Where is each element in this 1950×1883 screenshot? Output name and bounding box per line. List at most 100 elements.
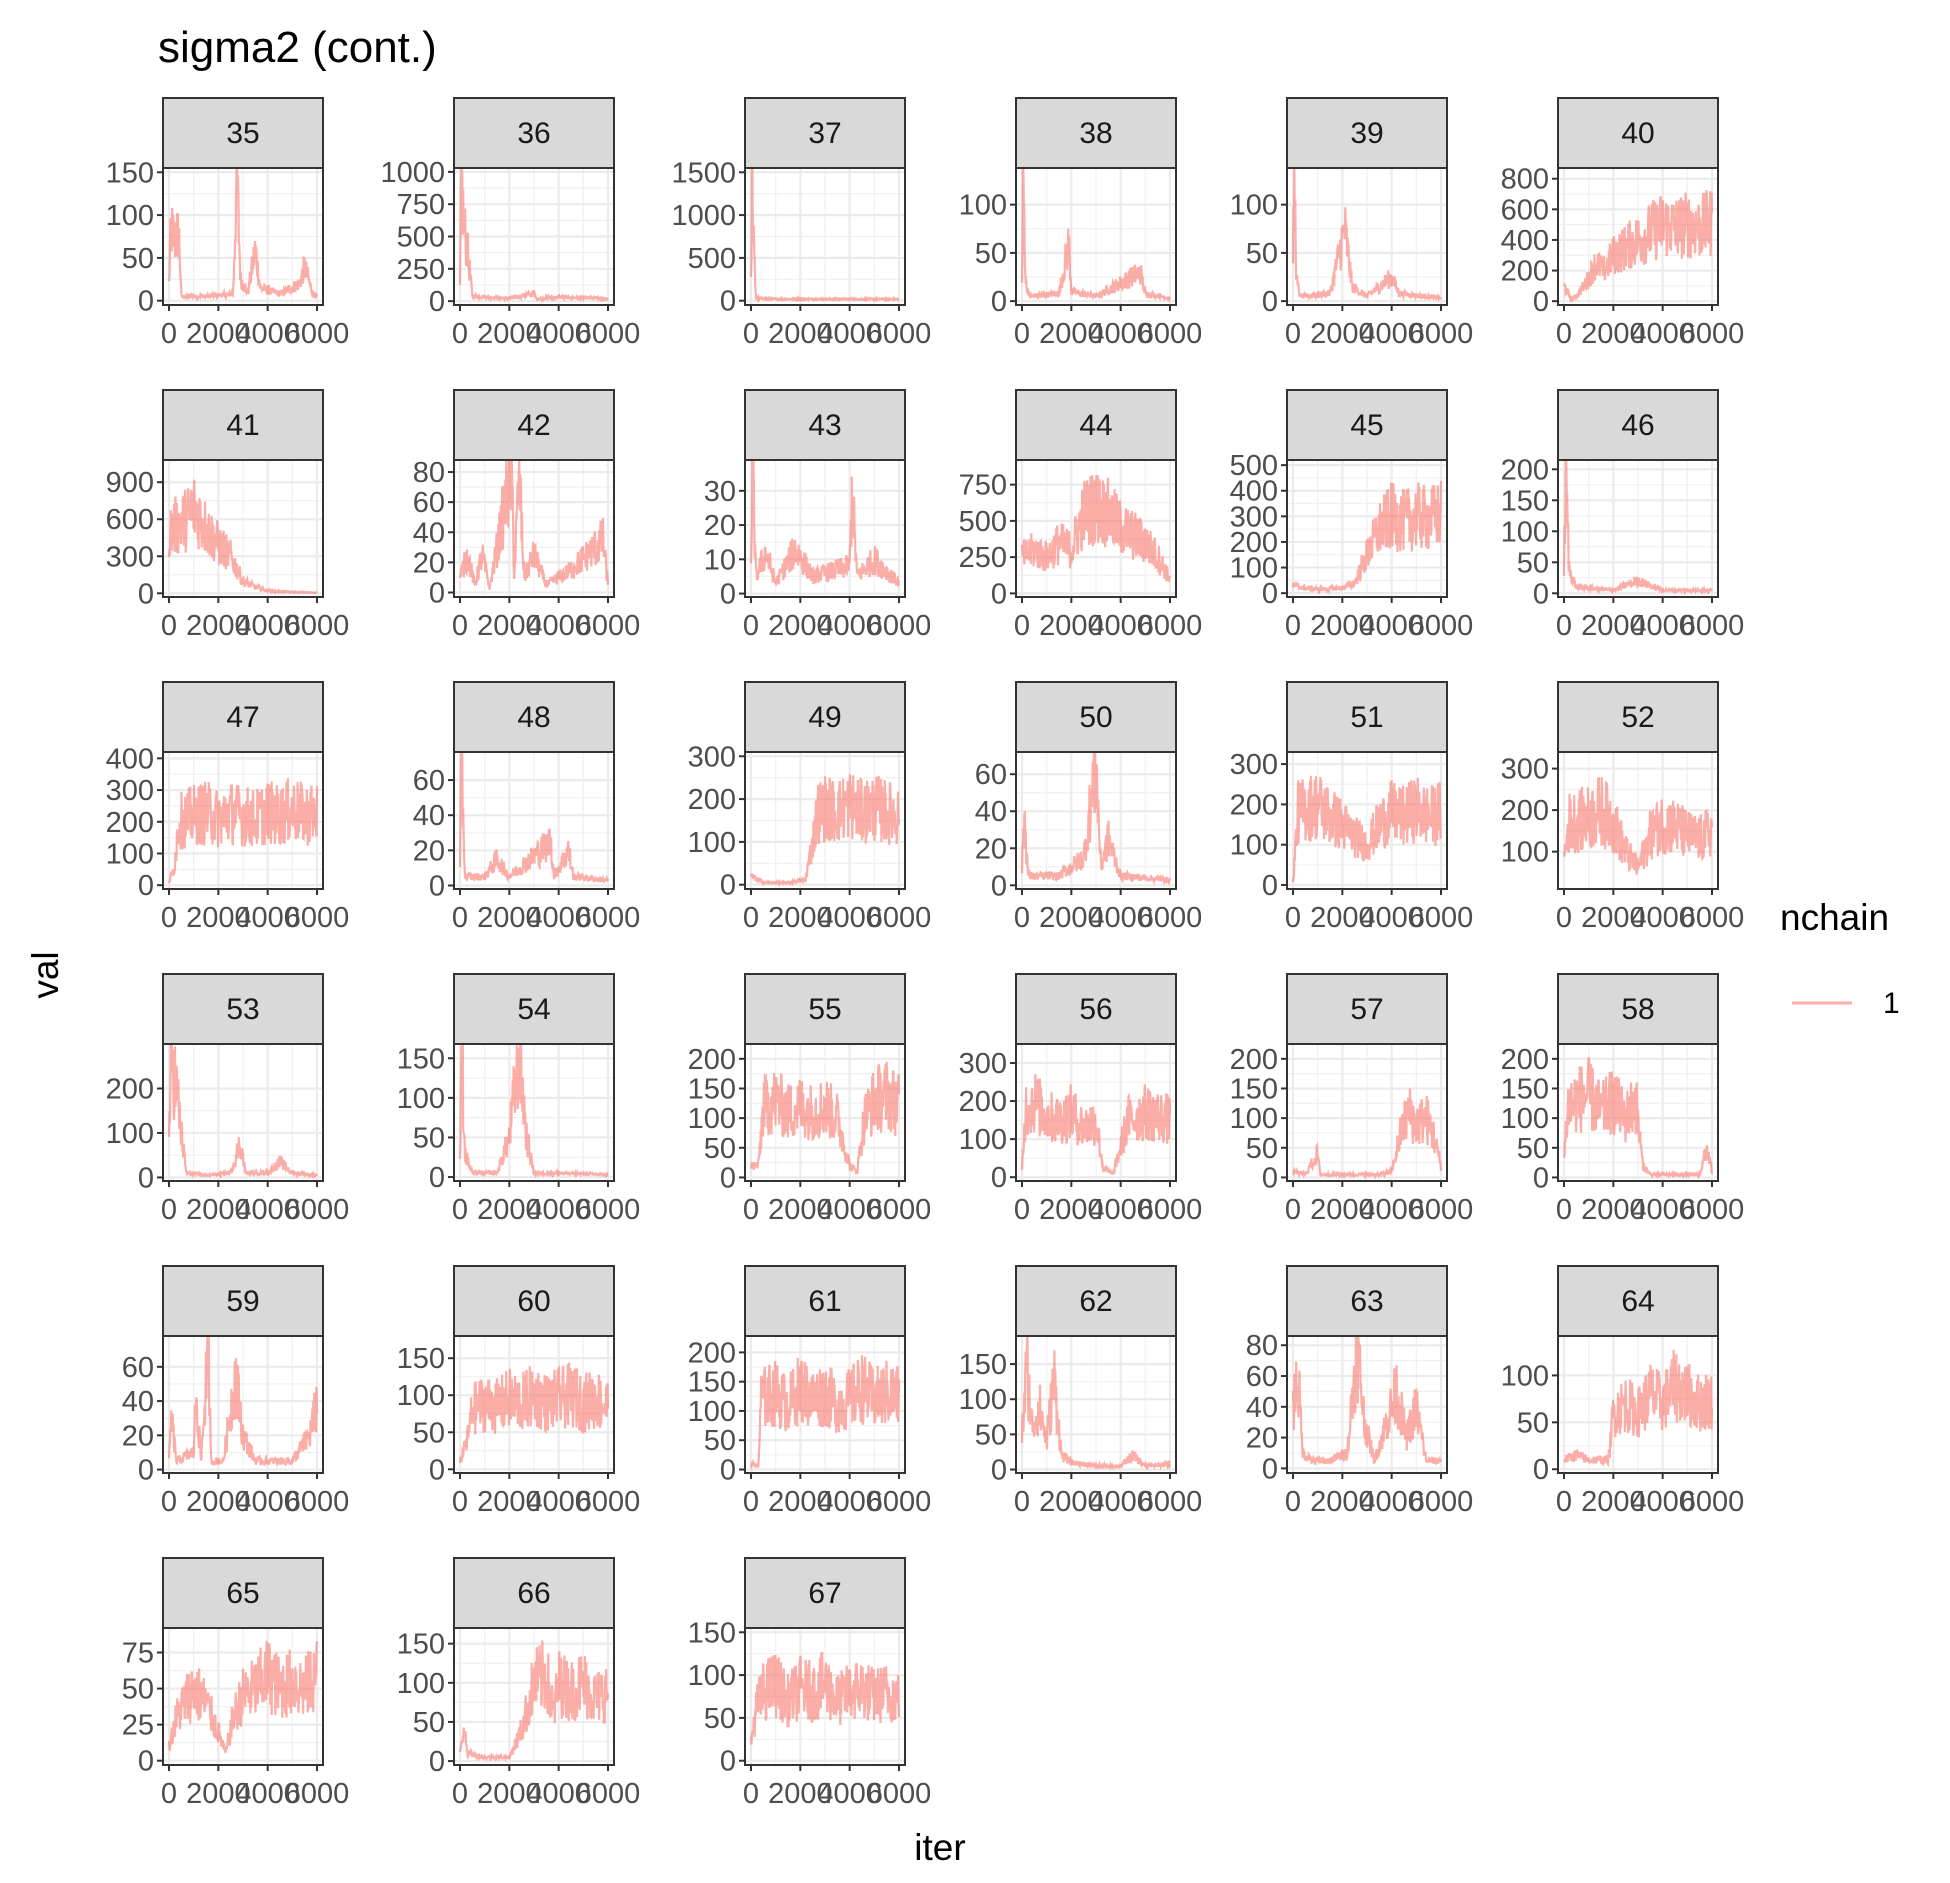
y-tick-label: 50 <box>704 1425 736 1457</box>
strip-background <box>1557 1265 1719 1337</box>
y-tick-label: 600 <box>106 504 154 536</box>
trace-line <box>1020 474 1172 582</box>
panel-border <box>1015 459 1177 598</box>
strip-label: 56 <box>1079 993 1112 1026</box>
panel-border <box>1286 1335 1448 1474</box>
panel-border <box>1557 1335 1719 1474</box>
y-tick-label: 200 <box>688 784 736 816</box>
y-tick-label: 100 <box>688 1396 736 1428</box>
x-tick-label: 0 <box>1014 1486 1030 1518</box>
strip-label: 59 <box>226 1285 259 1318</box>
x-tick-label: 6000 <box>1680 902 1745 934</box>
strip-label: 66 <box>517 1577 550 1610</box>
y-tick-label: 200 <box>1501 795 1549 827</box>
strip-background <box>453 681 615 753</box>
y-tick-label: 200 <box>1501 1044 1549 1076</box>
y-tick-label: 400 <box>1230 476 1278 508</box>
trace-line <box>1292 1088 1443 1180</box>
x-tick-label: 4000 <box>1088 318 1153 350</box>
trace-line <box>749 458 901 587</box>
y-tick-label: 500 <box>959 506 1007 538</box>
x-tick-label: 0 <box>1285 610 1301 642</box>
y-tick-label: 60 <box>413 487 445 519</box>
x-tick-label: 4000 <box>1630 902 1695 934</box>
x-axis-title: iter <box>914 1827 965 1868</box>
trace-line <box>167 479 318 596</box>
panel-border <box>162 459 324 598</box>
x-tick-label: 4000 <box>526 1778 591 1810</box>
panel-border <box>1286 751 1448 890</box>
x-tick-label: 0 <box>452 318 468 350</box>
y-tick-label: 50 <box>704 1133 736 1165</box>
panel-border <box>453 459 615 598</box>
y-tick-label: 150 <box>397 1043 445 1075</box>
x-tick-label: 6000 <box>867 1778 932 1810</box>
x-tick-label: 0 <box>161 1194 177 1226</box>
x-tick-label: 6000 <box>576 1778 641 1810</box>
panel-border <box>453 751 615 890</box>
y-tick-label: 0 <box>720 870 736 902</box>
y-tick-label: 0 <box>720 1746 736 1778</box>
trace-line <box>1291 775 1442 883</box>
y-tick-label: 200 <box>1230 789 1278 821</box>
x-tick-label: 6000 <box>867 1194 932 1226</box>
y-tick-label: 900 <box>106 467 154 499</box>
x-tick-label: 2000 <box>1310 1486 1375 1518</box>
y-tick-label: 0 <box>991 578 1007 610</box>
y-tick-label: 20 <box>413 547 445 579</box>
x-tick-label: 4000 <box>1359 902 1424 934</box>
trace-line <box>749 1355 901 1471</box>
strip-background <box>744 97 906 169</box>
x-tick-label: 0 <box>161 318 177 350</box>
y-tick-label: 20 <box>413 835 445 867</box>
x-tick-label: 0 <box>1556 318 1572 350</box>
strip-label: 64 <box>1621 1285 1654 1318</box>
y-tick-label: 0 <box>1262 1453 1278 1485</box>
x-tick-label: 2000 <box>186 1194 251 1226</box>
y-tick-label: 0 <box>1262 286 1278 318</box>
y-tick-label: 600 <box>1501 194 1549 226</box>
y-tick-label: 150 <box>1501 485 1549 517</box>
x-tick-label: 6000 <box>576 1194 641 1226</box>
x-tick-label: 2000 <box>1039 1194 1104 1226</box>
x-tick-label: 4000 <box>1630 1194 1695 1226</box>
y-tick-label: 40 <box>413 800 445 832</box>
y-tick-label: 300 <box>106 541 154 573</box>
y-tick-label: 50 <box>1517 1133 1549 1165</box>
x-tick-label: 0 <box>1285 318 1301 350</box>
y-tick-label: 100 <box>1501 1360 1549 1392</box>
strip-label: 36 <box>517 117 550 150</box>
strip-label: 54 <box>517 993 550 1026</box>
x-tick-label: 0 <box>743 610 759 642</box>
strip-label: 40 <box>1621 117 1654 150</box>
x-tick-label: 4000 <box>1088 610 1153 642</box>
y-tick-label: 300 <box>688 741 736 773</box>
x-tick-label: 4000 <box>235 1486 300 1518</box>
x-tick-label: 2000 <box>768 1486 833 1518</box>
x-tick-label: 0 <box>452 1778 468 1810</box>
x-tick-label: 2000 <box>768 902 833 934</box>
x-tick-label: 4000 <box>235 902 300 934</box>
y-tick-label: 20 <box>1246 1423 1278 1455</box>
x-tick-label: 2000 <box>1310 610 1375 642</box>
y-tick-label: 250 <box>959 542 1007 574</box>
x-tick-label: 6000 <box>1409 1486 1474 1518</box>
y-tick-label: 60 <box>1246 1361 1278 1393</box>
x-tick-label: 0 <box>1014 902 1030 934</box>
y-tick-label: 100 <box>959 1124 1007 1156</box>
strip-background <box>1557 973 1719 1045</box>
y-tick-label: 50 <box>1246 1133 1278 1165</box>
x-tick-label: 2000 <box>768 610 833 642</box>
x-tick-label: 2000 <box>186 610 251 642</box>
x-tick-label: 2000 <box>477 1778 542 1810</box>
y-tick-label: 100 <box>397 1668 445 1700</box>
trace-line <box>167 778 319 884</box>
trace-line <box>1020 1073 1172 1176</box>
